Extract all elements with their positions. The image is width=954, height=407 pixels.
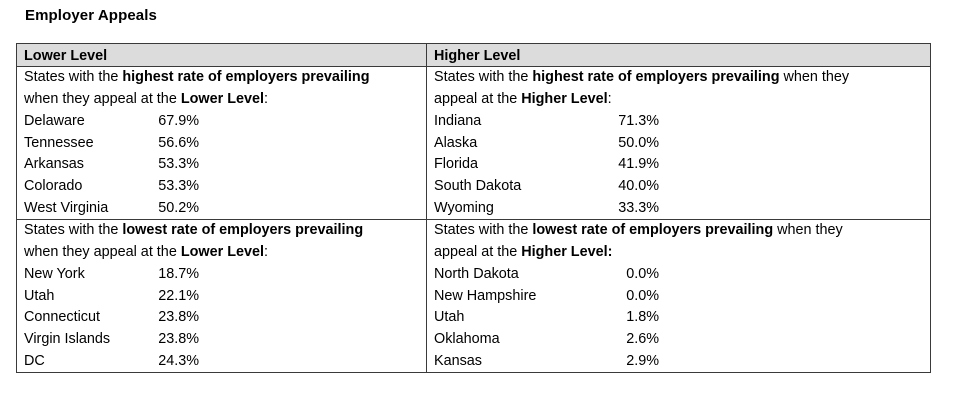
desc-emphasis: Lower Level [180,90,265,107]
percentage-value: 50.0% [618,135,659,151]
higher-lowest-description: States with the lowest rate of employers… [434,220,843,263]
table-row: Oklahoma 2.6% [434,329,674,351]
table-row: Utah 1.8% [434,307,674,329]
desc-text: appeal at the [434,90,522,107]
percentage-value: 53.3% [158,156,199,172]
desc-text: appeal at the [434,243,522,260]
state-name: Florida [434,156,478,172]
percentage-value: 24.3% [158,353,199,369]
percentage-value: 2.9% [626,353,659,369]
state-name: New Hampshire [434,288,537,304]
percentage-value: 40.0% [618,178,659,194]
section-divider [17,219,930,220]
desc-emphasis: lowest rate of employers prevailing [122,222,364,238]
state-name: Delaware [24,113,85,129]
percentage-value: 71.3% [618,113,659,129]
desc-emphasis: Lower Level [180,243,265,260]
table-row: DC 24.3% [24,351,204,373]
table-header-background [17,44,930,67]
desc-text: States with the [434,69,533,85]
higher-level-header: Higher Level [434,48,521,64]
state-name: Oklahoma [434,331,500,347]
state-name: Colorado [24,178,83,194]
state-name: Virgin Islands [24,331,111,347]
desc-emphasis: Higher Level [521,90,608,107]
percentage-value: 23.8% [158,309,199,325]
desc-emphasis: lowest rate of employers prevailing [532,222,774,238]
state-name: Wyoming [434,200,494,216]
percentage-value: 1.8% [626,309,659,325]
desc-text: when they [779,69,850,85]
table-row: New Hampshire 0.0% [434,286,674,308]
desc-text: : [607,90,612,107]
state-name: Utah [434,309,465,325]
table-row: Alaska 50.0% [434,133,674,155]
desc-text: : [264,90,269,107]
table-row: Delaware 67.9% [24,111,204,133]
lower-lowest-description: States with the lowest rate of employers… [24,220,363,263]
table-row: Connecticut 23.8% [24,307,204,329]
percentage-value: 23.8% [158,331,199,347]
table-row: New York 18.7% [24,264,204,286]
table-row: Utah 22.1% [24,286,204,308]
state-name: South Dakota [434,178,522,194]
desc-text: when they [773,222,843,238]
table-row: North Dakota 0.0% [434,264,674,286]
desc-text: when they appeal at the [24,90,181,107]
percentage-value: 0.0% [626,288,659,304]
state-name: Tennessee [24,135,94,151]
page-title: Employer Appeals [25,7,157,24]
state-name: Kansas [434,353,482,369]
desc-text: States with the [24,69,123,85]
percentage-value: 56.6% [158,135,199,151]
percentage-value: 33.3% [618,200,659,216]
column-divider [426,44,427,372]
table-row: Tennessee 56.6% [24,133,204,155]
desc-text: : [264,243,269,260]
higher-highest-description: States with the highest rate of employer… [434,67,849,110]
percentage-value: 0.0% [626,266,659,282]
desc-emphasis: highest rate of employers prevailing [532,69,780,85]
table-row: Florida 41.9% [434,154,674,176]
lower-level-header: Lower Level [24,48,108,64]
lower-highest-description: States with the highest rate of employer… [24,67,370,110]
employer-appeals-table: Lower Level Higher Level States with the… [16,43,931,373]
percentage-value: 2.6% [626,331,659,347]
table-row: South Dakota 40.0% [434,176,674,198]
state-name: North Dakota [434,266,519,282]
desc-text: States with the [24,222,123,238]
state-name: Alaska [434,135,478,151]
table-row: Wyoming 33.3% [434,198,674,220]
header-divider [17,66,930,67]
state-name: DC [24,353,45,369]
state-name: West Virginia [24,200,109,216]
percentage-value: 53.3% [158,178,199,194]
percentage-value: 18.7% [158,266,199,282]
table-row: West Virginia 50.2% [24,198,204,220]
desc-emphasis: Higher Level: [521,243,613,260]
percentage-value: 41.9% [618,156,659,172]
table-row: Virgin Islands 23.8% [24,329,204,351]
table-row: Indiana 71.3% [434,111,674,133]
desc-emphasis: highest rate of employers prevailing [122,69,370,85]
desc-text: States with the [434,222,533,238]
desc-text: when they appeal at the [24,243,181,260]
state-name: New York [24,266,85,282]
table-row: Kansas 2.9% [434,351,674,373]
percentage-value: 50.2% [158,200,199,216]
table-row: Colorado 53.3% [24,176,204,198]
state-name: Utah [24,288,55,304]
state-name: Connecticut [24,309,100,325]
state-name: Arkansas [24,156,84,172]
state-name: Indiana [434,113,482,129]
percentage-value: 22.1% [158,288,199,304]
table-row: Arkansas 53.3% [24,154,204,176]
percentage-value: 67.9% [158,113,199,129]
